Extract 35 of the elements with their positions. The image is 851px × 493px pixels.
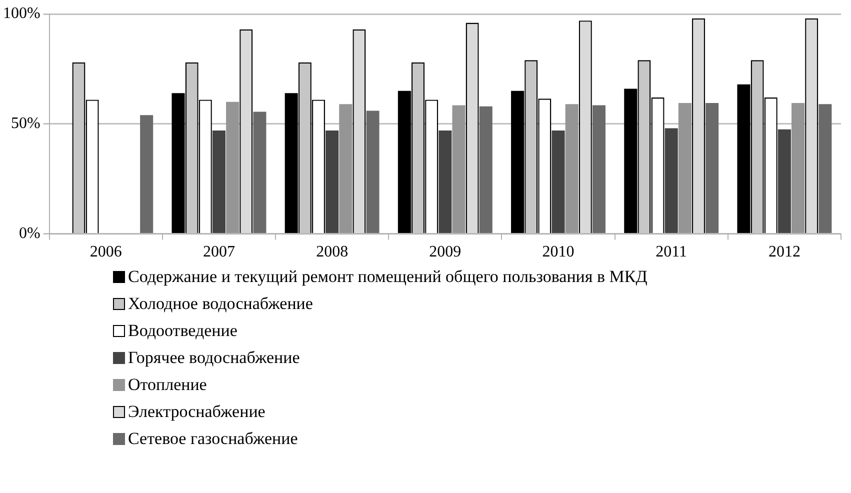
bar xyxy=(226,102,240,234)
x-tick-label: 2007 xyxy=(202,244,235,261)
bar xyxy=(778,129,791,234)
bar xyxy=(792,103,805,234)
legend-label: Водоотведение xyxy=(128,320,238,340)
legend-label: Отопление xyxy=(128,374,207,394)
bar xyxy=(438,130,452,234)
y-tick-label: 100% xyxy=(3,5,40,22)
bar xyxy=(326,130,339,234)
x-tick-label: 2006 xyxy=(90,244,122,261)
bar xyxy=(339,104,352,234)
y-tick-label: 0% xyxy=(19,225,40,242)
legend-label: Горячее водоснабжение xyxy=(128,348,300,368)
legend-label: Электроснабжение xyxy=(128,402,266,422)
bar xyxy=(678,103,692,234)
x-tick-label: 2010 xyxy=(542,244,574,261)
bar xyxy=(212,130,226,234)
legend-label: Содержание и текущий ремонт помещений общего пользования в МКД xyxy=(128,266,648,286)
x-tick-label: 2012 xyxy=(768,244,800,261)
x-tick-label: 2008 xyxy=(316,244,348,261)
bar xyxy=(479,106,492,234)
bar xyxy=(366,110,380,234)
bar xyxy=(592,105,606,234)
bar xyxy=(565,104,578,234)
y-tick-label: 50% xyxy=(11,115,40,132)
legend-label: Сетевое газоснабжение xyxy=(128,428,298,448)
x-tick-label: 2011 xyxy=(656,244,688,261)
bar xyxy=(552,130,565,234)
x-tick-label: 2009 xyxy=(429,244,462,261)
bar xyxy=(706,103,719,234)
bar xyxy=(253,112,266,234)
legend-label: Холодное водоснабжение xyxy=(128,294,313,314)
bar xyxy=(452,105,466,234)
bar xyxy=(140,115,154,234)
bar xyxy=(818,104,832,234)
